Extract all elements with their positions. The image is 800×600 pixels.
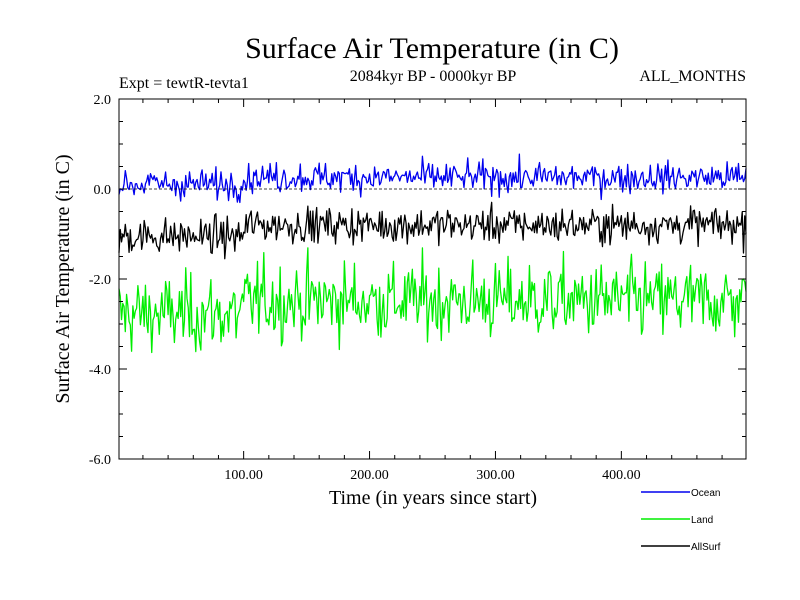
- y-axis: 2.0 0.0 -2.0 -4.0 -6.0: [89, 93, 746, 468]
- series-line-land: [118, 247, 747, 354]
- series-line-ocean: [118, 153, 747, 204]
- chart-title: Surface Air Temperature (in C): [245, 32, 619, 65]
- x-tick-label: 400.00: [602, 468, 641, 483]
- legend-label-ocean: Ocean: [691, 488, 720, 499]
- plot-frame: [118, 98, 747, 460]
- y-tick-label: -2.0: [89, 273, 111, 288]
- legend-label-land: Land: [691, 515, 713, 526]
- chart-subtitle-right: ALL_MONTHS: [639, 68, 746, 85]
- series-layer: [118, 153, 747, 354]
- chart-subtitle-left: Expt = tewtR-tevta1: [119, 75, 249, 92]
- chart-subtitle-center: 2084kyr BP - 0000kyr BP: [350, 68, 517, 85]
- legend: Ocean Land AllSurf: [641, 488, 721, 553]
- x-tick-label: 300.00: [476, 468, 515, 483]
- x-axis: 100.00 200.00 300.00 400.00: [142, 99, 723, 483]
- series-line-allsurf: [118, 201, 747, 260]
- y-tick-label: -4.0: [89, 363, 111, 378]
- x-axis-label: Time (in years since start): [329, 487, 537, 509]
- y-tick-label: 0.0: [94, 183, 112, 198]
- x-tick-label: 200.00: [350, 468, 389, 483]
- x-tick-label: 100.00: [224, 468, 263, 483]
- y-axis-label: Surface Air Temperature (in C): [52, 154, 74, 403]
- y-tick-label: -6.0: [89, 453, 111, 468]
- y-tick-label: 2.0: [94, 93, 112, 108]
- legend-label-allsurf: AllSurf: [691, 542, 721, 553]
